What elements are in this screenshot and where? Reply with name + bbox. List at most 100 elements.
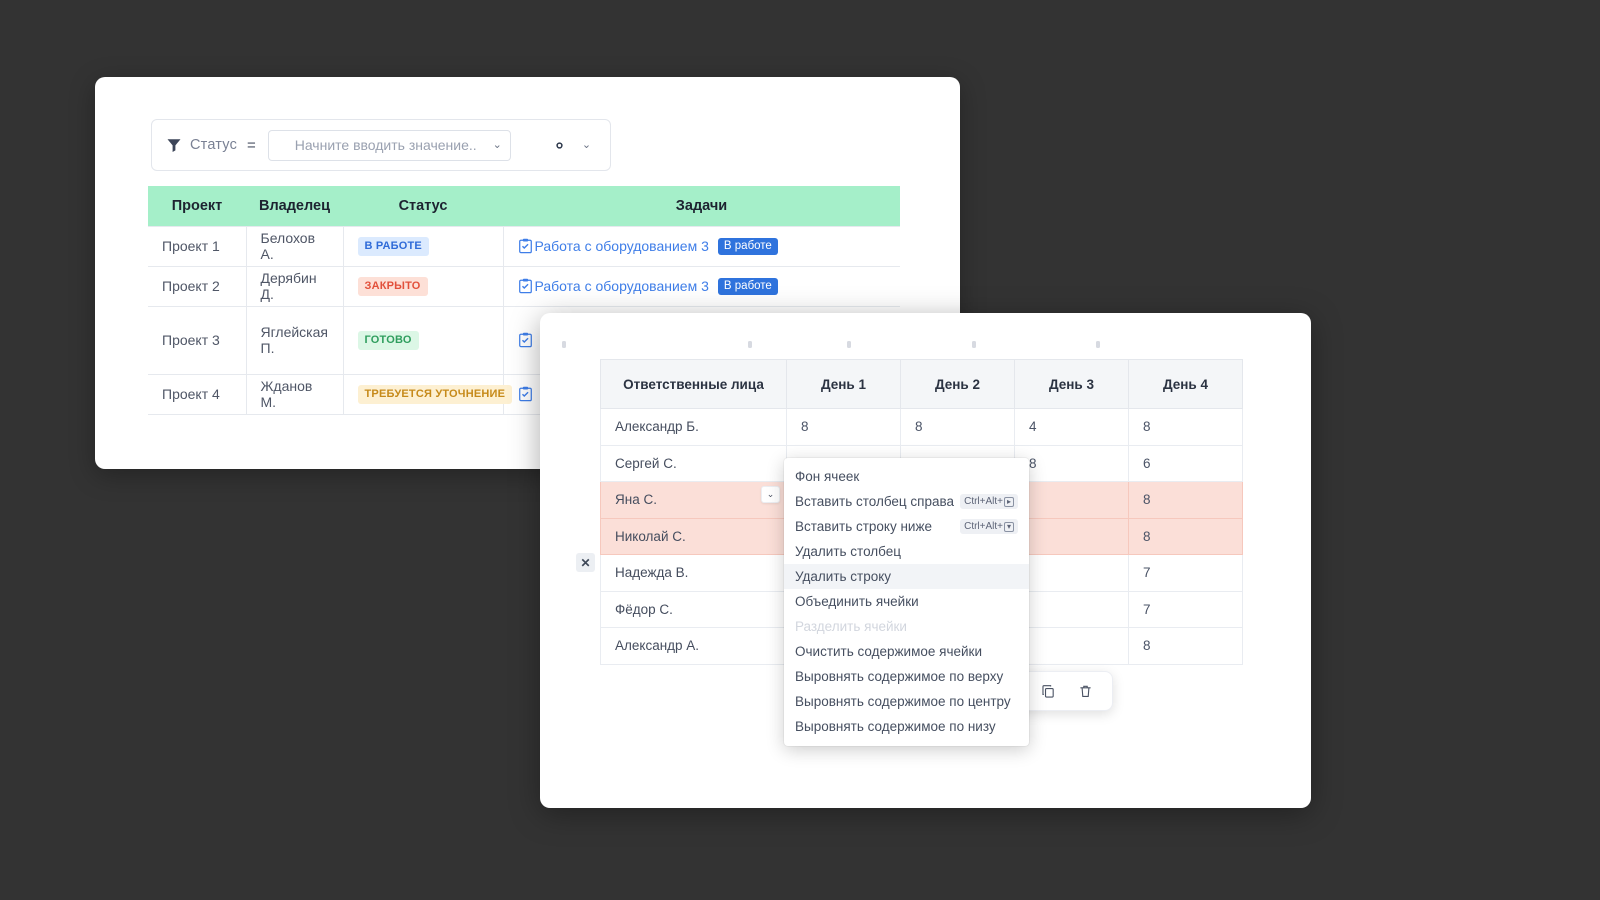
column-handle-dot[interactable] <box>748 341 752 348</box>
arrow-key-icon: ▾ <box>1004 521 1014 532</box>
context-menu-item: Разделить ячейки <box>784 614 1029 639</box>
context-menu-item-label: Фон ячеек <box>795 469 860 484</box>
status-badge: ГОТОВО <box>357 331 419 350</box>
cell-day-4[interactable]: 8 <box>1128 481 1243 519</box>
chevron-down-icon[interactable]: ⌄ <box>761 486 780 503</box>
copy-icon[interactable] <box>1040 683 1057 700</box>
task-link[interactable]: Работа с оборудованием 3 <box>534 238 709 254</box>
cell-day-3[interactable]: 8 <box>1014 444 1129 482</box>
column-header-owner[interactable]: Владелец <box>246 186 343 226</box>
column-header-tasks[interactable]: Задачи <box>503 186 900 226</box>
cell-day-3[interactable] <box>1014 554 1129 592</box>
clipboard-check-icon <box>518 278 533 294</box>
column-header-project[interactable]: Проект <box>148 186 246 226</box>
column-header-status[interactable]: Статус <box>343 186 503 226</box>
context-menu-item-label: Вставить строку ниже <box>795 519 933 534</box>
gear-icon[interactable] <box>551 137 568 154</box>
context-menu-item[interactable]: Выровнять содержимое по низу <box>784 714 1029 739</box>
cell-responsible[interactable]: Сергей С. <box>600 444 787 482</box>
column-handle-dot[interactable] <box>847 341 851 348</box>
context-menu-item[interactable]: Удалить строку <box>784 564 1029 589</box>
cell-day-2[interactable]: 8 <box>900 408 1015 446</box>
cell-day-3[interactable] <box>1014 627 1129 665</box>
cell-day-3[interactable] <box>1014 481 1129 519</box>
context-menu-item[interactable]: Выровнять содержимое по центру <box>784 689 1029 714</box>
table-row[interactable]: Проект 2 Дерябин Д. ЗАКРЫТО Работа с оборуд… <box>148 265 900 307</box>
clear-selection-button[interactable]: ✕ <box>576 553 595 572</box>
projects-table-header-row: Проект Владелец Статус Задачи <box>148 186 900 226</box>
context-menu-item-label: Вставить столбец справа <box>795 494 955 509</box>
cell-responsible[interactable]: Надежда В. <box>600 554 787 592</box>
column-header-day-1[interactable]: День 1 <box>786 359 901 409</box>
cell-context-menu: Фон ячеек Вставить столбец справа Ctrl+Alt… <box>784 458 1029 746</box>
context-menu-item[interactable]: Удалить столбец <box>784 539 1029 564</box>
cell-project: Проект 3 <box>148 305 247 375</box>
task-item[interactable] <box>518 386 887 402</box>
column-header-day-4[interactable]: День 4 <box>1128 359 1243 409</box>
context-menu-item-label: Очистить содержимое ячейки <box>795 644 982 659</box>
context-menu-item-label: Удалить столбец <box>795 544 901 559</box>
context-menu-item[interactable]: Очистить содержимое ячейки <box>784 639 1029 664</box>
cell-day-4[interactable]: 6 <box>1128 444 1243 482</box>
task-item[interactable]: Работа с оборудованием 3 В работе <box>518 277 887 295</box>
context-menu-item[interactable]: Объединить ячейки <box>784 589 1029 614</box>
cell-day-4[interactable]: 8 <box>1128 517 1243 555</box>
cell-status: ГОТОВО <box>343 305 504 375</box>
cell-project: Проект 1 <box>148 225 247 267</box>
cell-responsible[interactable]: Александр А. <box>600 627 787 665</box>
column-handle-dot[interactable] <box>562 341 566 348</box>
settings-chevron-down-icon[interactable]: ⌄ <box>581 138 592 151</box>
cell-day-3[interactable] <box>1014 590 1129 628</box>
column-header-responsible[interactable]: Ответственные лица <box>600 359 787 409</box>
cell-owner: Дерябин Д. <box>246 265 344 307</box>
clipboard-check-icon <box>518 332 533 348</box>
cell-day-1[interactable]: 8 <box>786 408 901 446</box>
cell-owner: Яглейская П. <box>246 305 344 375</box>
cell-tasks: Работа с оборудованием 3 В работе <box>503 225 900 267</box>
cell-responsible[interactable]: Александр Б. <box>600 408 787 446</box>
context-menu-item[interactable]: Вставить строку ниже Ctrl+Alt+ ▾ <box>784 514 1029 539</box>
cell-day-3[interactable] <box>1014 517 1129 555</box>
cell-responsible[interactable]: Яна С. ⌄ <box>600 481 787 519</box>
cell-day-3[interactable]: 4 <box>1014 408 1129 446</box>
context-menu-item[interactable]: Выровнять содержимое по верху <box>784 664 1029 689</box>
clipboard-check-icon <box>518 386 533 402</box>
trash-icon[interactable] <box>1077 683 1094 700</box>
task-link[interactable]: Работа с оборудованием 3 <box>534 278 709 294</box>
keyboard-shortcut: Ctrl+Alt+ ▸ <box>960 494 1018 509</box>
status-badge: В РАБОТЕ <box>357 237 429 256</box>
arrow-key-icon: ▸ <box>1004 496 1014 507</box>
task-item[interactable]: Работа с оборудованием 3 В работе <box>518 237 887 255</box>
column-header-day-3[interactable]: День 3 <box>1014 359 1129 409</box>
context-menu-item-label: Выровнять содержимое по верху <box>795 669 1004 684</box>
column-header-day-2[interactable]: День 2 <box>900 359 1015 409</box>
context-menu-item-label: Выровнять содержимое по низу <box>795 719 996 734</box>
context-menu-item-label: Объединить ячейки <box>795 594 919 609</box>
filter-value-select[interactable]: Начните вводить значение.. ⌄ <box>267 129 511 161</box>
context-menu-item[interactable]: Фон ячеек <box>784 464 1029 489</box>
task-status-chip: В работе <box>717 277 778 295</box>
context-menu-item-label: Выровнять содержимое по центру <box>795 694 1011 709</box>
filter-bar: Статус = Начните вводить значение.. ⌄ ⌄ <box>151 119 611 171</box>
context-menu-item-label: Удалить строку <box>795 569 892 584</box>
column-handles <box>540 313 1311 348</box>
table-row[interactable]: Александр Б. 8 8 4 8 <box>600 408 1243 446</box>
cell-day-4[interactable]: 8 <box>1128 627 1243 665</box>
workload-header-row: Ответственные лица День 1 День 2 День 3 … <box>600 359 1243 409</box>
task-status-chip: В работе <box>717 237 778 255</box>
cell-day-4[interactable]: 7 <box>1128 554 1243 592</box>
cell-responsible[interactable]: Фёдор С. <box>600 590 787 628</box>
cell-day-4[interactable]: 7 <box>1128 590 1243 628</box>
projects-table-body: Проект 1 Белохов А. В РАБОТЕ Работа с обору… <box>148 225 900 415</box>
table-row[interactable]: Проект 1 Белохов А. В РАБОТЕ Работа с обору… <box>148 225 900 267</box>
status-badge: ТРЕБУЕТСЯ УТОЧНЕНИЕ <box>357 385 513 404</box>
cell-responsible[interactable]: Николай С. <box>600 517 787 555</box>
task-item[interactable] <box>518 332 887 348</box>
context-menu-item[interactable]: Вставить столбец справа Ctrl+Alt+ ▸ <box>784 489 1029 514</box>
cell-owner: Белохов А. <box>246 225 344 267</box>
cell-day-4[interactable]: 8 <box>1128 408 1243 446</box>
column-handle-dot[interactable] <box>972 341 976 348</box>
keyboard-shortcut: Ctrl+Alt+ ▾ <box>960 519 1018 534</box>
filter-settings-group[interactable]: ⌄ <box>551 137 591 154</box>
column-handle-dot[interactable] <box>1096 341 1100 348</box>
